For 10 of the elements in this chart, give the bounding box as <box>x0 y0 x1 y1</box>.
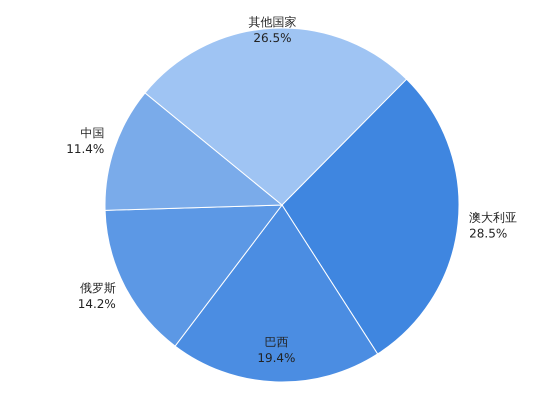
slice-label: 其他国家 <box>248 15 296 29</box>
data-label: 26.5% <box>253 31 292 45</box>
slice-label: 俄罗斯 <box>80 280 116 295</box>
slice-label: 澳大利亚 <box>469 210 518 225</box>
data-label: 11.4% <box>66 142 104 156</box>
data-label: 14.2% <box>78 296 116 311</box>
slice-label: 中国 <box>80 126 104 140</box>
slice-label: 巴西 <box>264 335 288 350</box>
data-label: 19.4% <box>257 351 296 366</box>
data-label: 28.5% <box>469 226 508 241</box>
